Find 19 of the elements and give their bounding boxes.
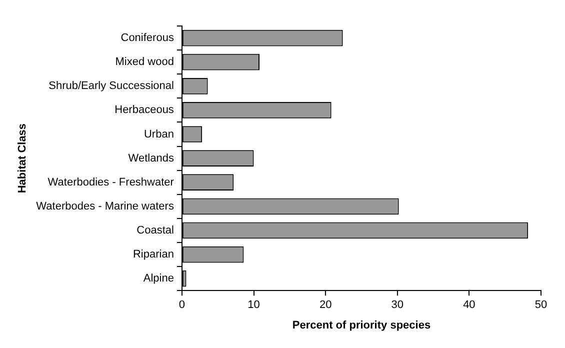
- x-tick-label: 50: [534, 299, 548, 312]
- y-tick-label: Urban: [144, 128, 174, 140]
- x-tick-label: 30: [391, 299, 404, 312]
- x-tick-label: 10: [248, 299, 260, 312]
- y-tick-label: Coastal: [136, 224, 174, 236]
- y-tick-label: Waterbodes - Marine waters: [36, 200, 174, 212]
- y-tick-label: Coniferous: [120, 32, 174, 44]
- y-tick-label: Shrub/Early Successional: [48, 80, 174, 92]
- y-tick-label: Mixed wood: [115, 56, 174, 68]
- x-axis-title: Percent of priority species: [292, 319, 431, 332]
- x-tick-label: 20: [319, 299, 332, 312]
- y-tick-label: Wetlands: [128, 152, 174, 164]
- x-tick-label: 40: [463, 299, 476, 312]
- y-tick-label: Herbaceous: [114, 104, 174, 116]
- x-tick-label: 0: [178, 299, 186, 312]
- y-tick-label: Waterbodies - Freshwater: [48, 176, 174, 188]
- y-axis-title: Habitat Class: [16, 123, 29, 194]
- y-tick-label: Riparian: [132, 248, 174, 261]
- y-tick-label: Alpine: [143, 272, 174, 285]
